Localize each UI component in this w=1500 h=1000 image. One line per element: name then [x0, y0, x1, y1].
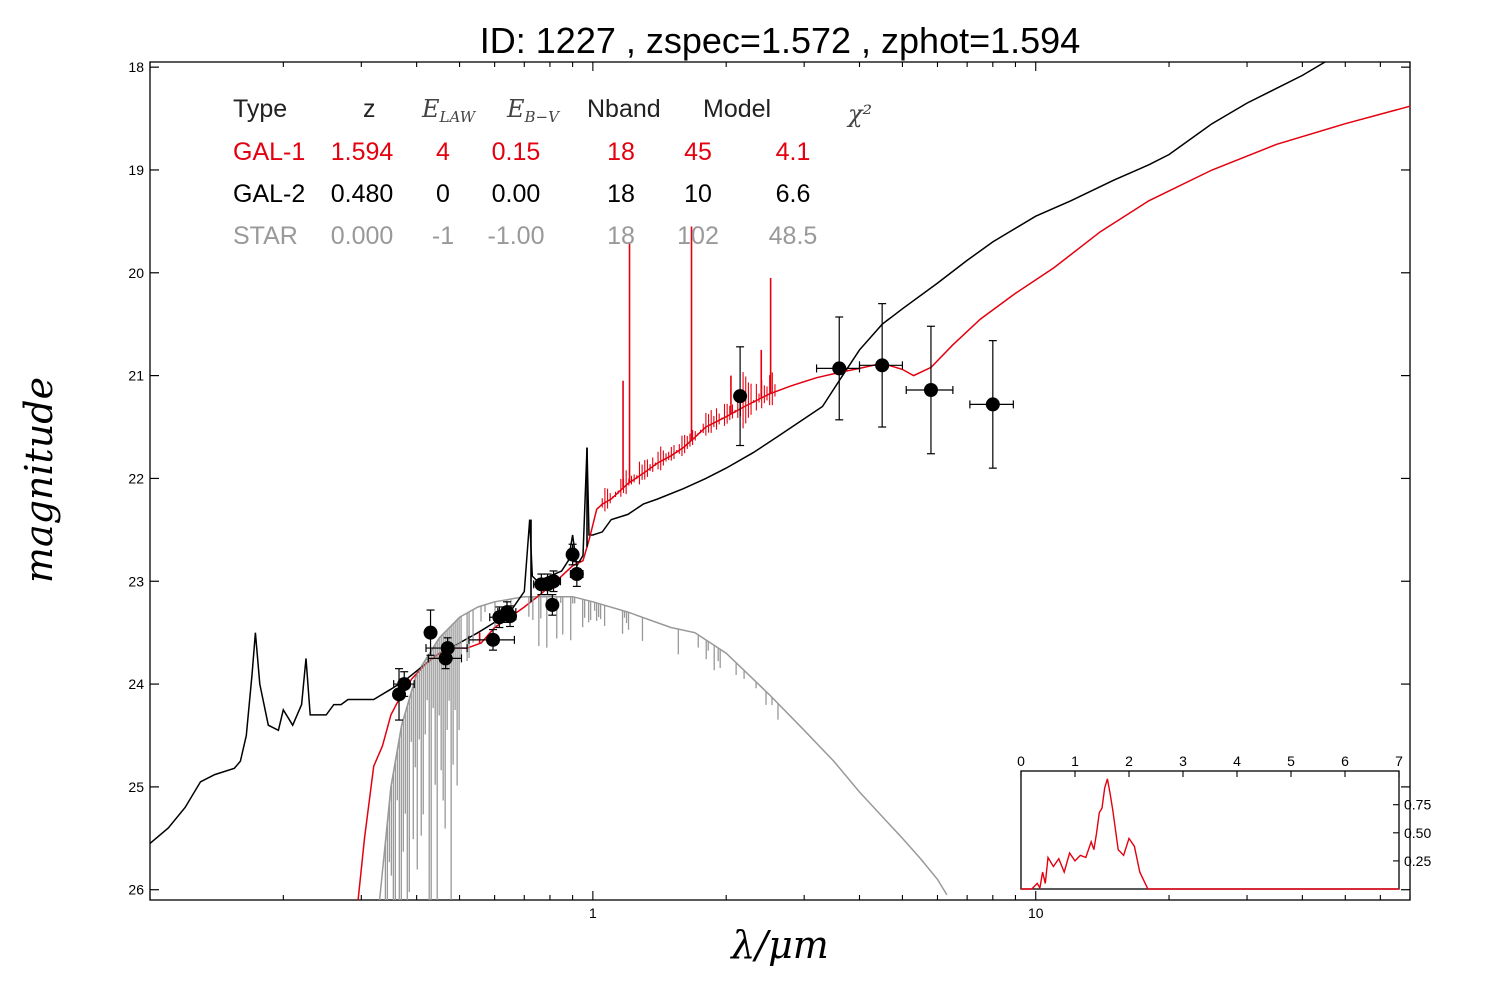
photometry-point: [733, 389, 748, 404]
legend-cell-chi2: 4.1: [776, 138, 811, 166]
photometry-point: [423, 625, 438, 640]
inset-x-tick-label: 4: [1233, 753, 1241, 769]
legend-header-ebv: EB−V: [506, 95, 561, 126]
photometry-point: [546, 574, 561, 589]
legend-cell-z: 1.594: [331, 138, 394, 166]
photometry-point: [985, 397, 1000, 412]
legend-cell-nband: 18: [607, 138, 635, 166]
inset-x-tick-label: 7: [1395, 753, 1403, 769]
legend-cell-nband: 18: [607, 180, 635, 208]
plot-frame: [149, 61, 1411, 901]
inset-y-tick-label: 0.75: [1404, 797, 1431, 813]
photometry-point: [923, 383, 938, 398]
series-star-line: [378, 595, 948, 901]
y-tick-label: 21: [128, 368, 144, 384]
legend-header-nband: Nband: [587, 95, 661, 123]
y-axis-label: magnitude: [17, 377, 61, 583]
legend-header-chi2: χ²: [846, 100, 872, 128]
y-tick-label: 22: [128, 470, 144, 486]
x-axis-ticks: 1 10: [149, 62, 1411, 921]
y-tick-label: 25: [128, 779, 144, 795]
legend-cell-elaw: 4: [436, 138, 450, 166]
inset-x-tick-label: 2: [1125, 753, 1133, 769]
legend-cell-z: 0.000: [331, 222, 394, 250]
inset-y-tick-label: 0.50: [1404, 825, 1431, 841]
gal1-emission-lines: [478, 226, 776, 644]
y-tick-label: 23: [128, 573, 144, 589]
photometry-point: [486, 632, 501, 647]
legend-cell-ebv: 0.15: [492, 138, 541, 166]
legend-cell-type: GAL-2: [233, 180, 305, 208]
legend-cell-chi2: 6.6: [776, 180, 811, 208]
x-axis-label: λ/μm: [729, 923, 829, 967]
series-gal2-line: [149, 61, 1326, 844]
inset-x-tick-label: 6: [1341, 753, 1349, 769]
legend-cell-elaw: 0: [436, 180, 450, 208]
inset-pdf-curve: [1021, 778, 1399, 890]
photometry-point: [503, 609, 518, 624]
photometry-points: [392, 303, 1014, 721]
x-tick-label: 10: [1028, 905, 1044, 921]
inset-x-tick-label: 1: [1071, 753, 1079, 769]
inset-y-tick-label: 0.25: [1404, 853, 1431, 869]
legend-cell-chi2: 48.5: [769, 222, 818, 250]
y-tick-label: 18: [128, 59, 144, 75]
legend-cell-elaw: -1: [432, 222, 454, 250]
legend-cell-model: 10: [684, 180, 712, 208]
photometry-point: [440, 641, 455, 656]
legend-cell-type: STAR: [233, 222, 298, 250]
y-tick-label: 24: [128, 676, 144, 692]
photometry-point: [832, 361, 847, 376]
photometry-point: [569, 567, 584, 582]
legend-header-type: Type: [233, 95, 287, 123]
inset-ticks: 0 1 2 3 4 5 6 7 0.25 0.50 0.75: [1017, 753, 1431, 869]
legend-cell-z: 0.480: [331, 180, 394, 208]
chart-title: ID: 1227 , zspec=1.572 , zphot=1.594: [480, 20, 1080, 61]
photometry-point: [397, 677, 412, 692]
legend-cell-model: 45: [684, 138, 712, 166]
zpdf-inset: 0 1 2 3 4 5 6 7 0.25 0.50 0.75: [1017, 753, 1431, 890]
legend-cell-ebv: -1.00: [488, 222, 545, 250]
y-tick-label: 20: [128, 265, 144, 281]
y-tick-label: 19: [128, 162, 144, 178]
legend-header-z: z: [363, 95, 376, 123]
legend-cell-ebv: 0.00: [492, 180, 541, 208]
legend-table: Type z ELAW EB−V Nband Model χ² GAL-1 1.5…: [233, 95, 872, 250]
legend-cell-nband: 18: [607, 222, 635, 250]
photometry-point: [565, 547, 580, 562]
inset-frame: [1020, 770, 1400, 890]
photometry-point: [545, 597, 560, 612]
legend-header-model: Model: [703, 95, 771, 123]
inset-x-tick-label: 5: [1287, 753, 1295, 769]
inset-x-tick-label: 3: [1179, 753, 1187, 769]
y-tick-label: 26: [128, 882, 144, 898]
legend-header-elaw: ELAW: [421, 95, 477, 126]
legend-cell-model: 102: [677, 222, 719, 250]
inset-x-tick-label: 0: [1017, 753, 1025, 769]
x-tick-label: 1: [589, 905, 597, 921]
legend-rows: GAL-1 1.594 4 0.15 18 45 4.1 GAL-2 0.480 0 0.00 18 1…: [233, 138, 817, 250]
legend-cell-type: GAL-1: [233, 138, 305, 166]
photometry-point: [875, 358, 890, 373]
inset-pdf-line: [1021, 778, 1399, 890]
